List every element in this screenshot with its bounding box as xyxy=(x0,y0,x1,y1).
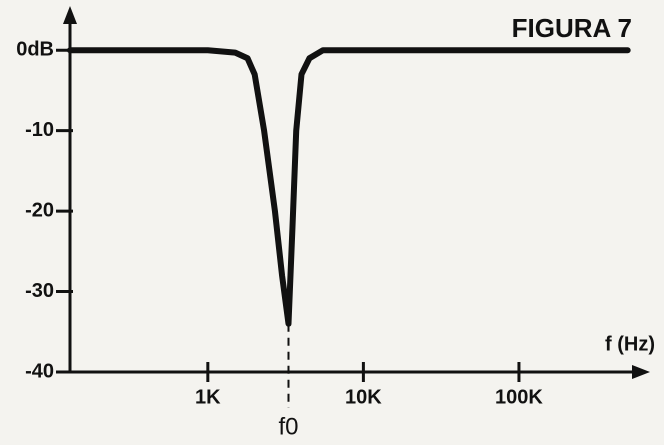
chart-title: FIGURA 7 xyxy=(512,13,632,43)
x-tick-label: 1K xyxy=(195,386,221,408)
y-tick-label: -30 xyxy=(25,280,54,302)
y-tick-label: -20 xyxy=(25,199,54,221)
line xyxy=(67,47,631,327)
x-tick-label: 100K xyxy=(495,386,543,408)
y-tick-label: -10 xyxy=(25,119,54,141)
y-axis-arrow xyxy=(63,6,77,24)
marker-label: f0 xyxy=(278,413,298,440)
x-tick-label: 10K xyxy=(345,386,382,408)
x-axis-label: f (Hz) xyxy=(605,333,655,355)
x-axis-arrow xyxy=(632,365,650,379)
y-tick-label: -40 xyxy=(25,360,54,382)
y-tick-label: 0dB xyxy=(16,39,54,61)
